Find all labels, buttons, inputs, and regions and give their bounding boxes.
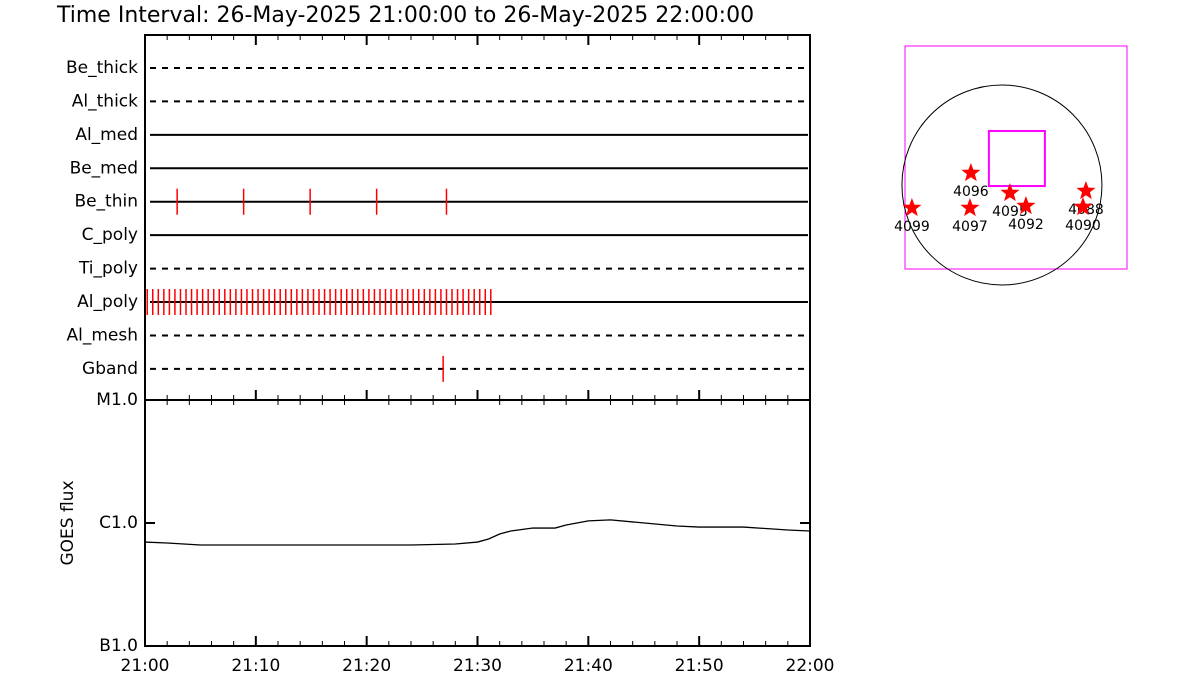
y-tick-label: M1.0 [96,390,138,410]
region-label: 4090 [1065,218,1101,234]
goes-frame [144,399,811,647]
row-label: Al_poly [77,292,138,312]
x-tick-label: 21:40 [564,656,613,676]
row-label: C_poly [82,225,138,245]
row-label: Be_med [70,158,138,178]
region-star [1016,196,1036,215]
x-tick-label: 21:20 [342,656,391,676]
y-axis-label: GOES flux [58,480,78,565]
row-label: Al_med [75,125,138,145]
region-star [960,198,980,217]
x-tick-label: 21:50 [675,656,724,676]
row-label: Be_thick [66,58,138,78]
region-label: 4099 [894,219,930,235]
region-label: 4096 [953,184,989,200]
row-label: Al_mesh [66,325,138,345]
y-tick-label: B1.0 [99,636,138,656]
goes-line [144,519,811,546]
timeline-frame [144,34,811,401]
x-tick-label: 21:10 [231,656,280,676]
row-label: Al_thick [72,91,138,111]
y-tick-label: C1.0 [99,513,138,533]
region-star [961,163,981,182]
map-frame [904,45,1128,270]
region-star [1073,197,1093,216]
x-tick-label: 21:30 [453,656,502,676]
row-label: Gband [82,359,138,379]
chart-title: Time Interval: 26-May-2025 21:00:00 to 2… [56,3,754,28]
x-tick-label: 22:00 [786,656,835,676]
region-star [1076,181,1096,200]
x-tick-label: 21:00 [121,656,170,676]
row-label: Ti_poly [78,259,138,279]
solar-limb [901,84,1103,286]
region-star [902,198,922,217]
region-star [1000,183,1020,202]
region-label: 4092 [1008,217,1044,233]
region-label: 4097 [952,219,988,235]
region-label: 4095 [992,204,1028,220]
row-label: Be_thin [74,192,138,212]
fov-box [987,129,1046,188]
